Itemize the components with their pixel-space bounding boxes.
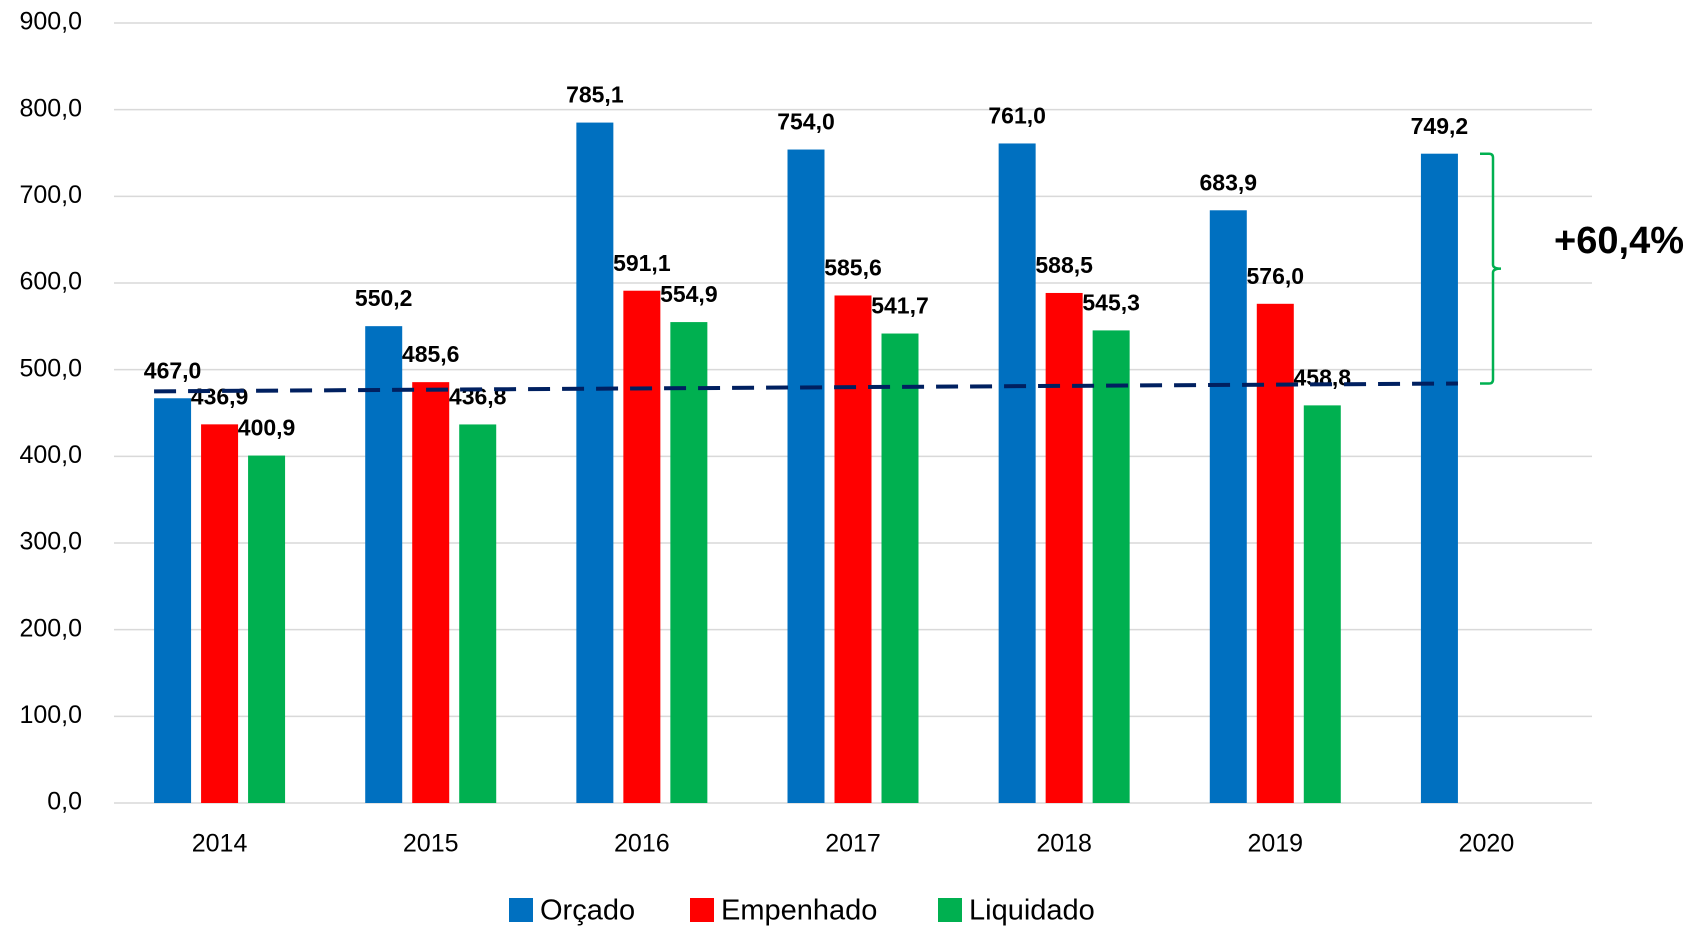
legend-swatch bbox=[509, 898, 533, 922]
value-label: 554,9 bbox=[660, 281, 718, 307]
y-tick-label: 800,0 bbox=[19, 94, 82, 122]
x-tick-label: 2017 bbox=[825, 830, 881, 858]
bar bbox=[1092, 330, 1130, 803]
x-tick-label: 2018 bbox=[1036, 830, 1092, 858]
value-label: 591,1 bbox=[613, 250, 671, 276]
value-label: 576,0 bbox=[1247, 263, 1305, 289]
value-label: 458,8 bbox=[1294, 364, 1352, 390]
bracket bbox=[1480, 152, 1502, 385]
bar bbox=[1045, 292, 1083, 803]
value-label: 785,1 bbox=[566, 82, 624, 108]
value-label: 400,9 bbox=[238, 415, 296, 441]
bar bbox=[787, 149, 825, 804]
x-tick-label: 2015 bbox=[403, 830, 459, 858]
value-label: 485,6 bbox=[402, 341, 460, 367]
legend-swatch bbox=[690, 898, 714, 922]
legend-label: Orçado bbox=[540, 895, 635, 927]
bar bbox=[154, 398, 192, 803]
bar bbox=[1256, 303, 1294, 803]
annotation: +60,4% bbox=[1554, 220, 1684, 262]
y-tick-label: 900,0 bbox=[19, 8, 82, 36]
bar bbox=[1420, 153, 1458, 803]
bar bbox=[201, 424, 239, 803]
value-label: 683,9 bbox=[1200, 169, 1258, 195]
legend-label: Empenhado bbox=[721, 895, 877, 927]
bar bbox=[365, 326, 403, 803]
bar bbox=[881, 333, 919, 803]
x-tick-label: 2016 bbox=[614, 830, 670, 858]
bar bbox=[623, 290, 661, 803]
bar bbox=[1303, 405, 1341, 803]
y-tick-label: 600,0 bbox=[19, 268, 82, 296]
legend-swatch bbox=[938, 898, 962, 922]
x-tick-label: 2014 bbox=[192, 830, 248, 858]
y-tick-label: 200,0 bbox=[19, 614, 82, 642]
bar bbox=[412, 382, 450, 803]
bar bbox=[248, 455, 286, 803]
x-tick-label: 2019 bbox=[1247, 830, 1303, 858]
value-label: 761,0 bbox=[988, 103, 1046, 129]
value-label: 585,6 bbox=[824, 255, 882, 281]
trend-line bbox=[154, 381, 1458, 394]
bar bbox=[670, 322, 708, 803]
y-tick-label: 500,0 bbox=[19, 354, 82, 382]
value-label: 436,9 bbox=[191, 383, 249, 409]
bar bbox=[998, 143, 1036, 803]
y-tick-label: 400,0 bbox=[19, 441, 82, 469]
y-tick-label: 300,0 bbox=[19, 528, 82, 556]
bar bbox=[1209, 210, 1247, 803]
value-label: 550,2 bbox=[355, 285, 413, 311]
y-tick-label: 0,0 bbox=[47, 788, 82, 816]
y-tick-label: 100,0 bbox=[19, 701, 82, 729]
value-label: 754,0 bbox=[777, 109, 835, 135]
y-tick-label: 700,0 bbox=[19, 181, 82, 209]
legend-label: Liquidado bbox=[969, 895, 1095, 927]
value-label: 467,0 bbox=[144, 357, 202, 383]
value-label: 749,2 bbox=[1411, 113, 1469, 139]
bar bbox=[459, 424, 497, 803]
bar bbox=[576, 122, 614, 803]
x-tick-label: 2020 bbox=[1459, 830, 1515, 858]
value-label: 545,3 bbox=[1082, 289, 1140, 315]
value-label: 541,7 bbox=[871, 293, 929, 319]
value-label: 588,5 bbox=[1035, 252, 1093, 278]
bar bbox=[834, 295, 872, 803]
